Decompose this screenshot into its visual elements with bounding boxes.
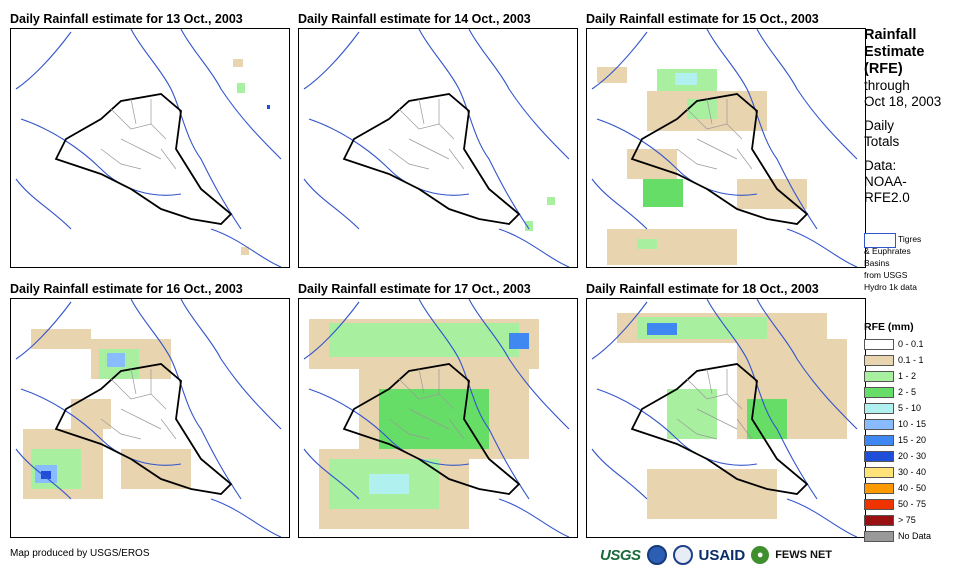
- map-frame: [586, 28, 866, 268]
- fews-logo: FEWS NET: [775, 549, 833, 561]
- legend-item: 0 - 0.1: [864, 336, 967, 352]
- panel-title: Daily Rainfall estimate for 15 Oct., 200…: [586, 12, 819, 26]
- panel-title: Daily Rainfall estimate for 17 Oct., 200…: [298, 282, 531, 296]
- legend-label: 15 - 20: [898, 435, 927, 445]
- legend-label: > 75: [898, 515, 916, 525]
- panel-title: Daily Rainfall estimate for 18 Oct., 200…: [586, 282, 819, 296]
- legend-swatch: [864, 386, 894, 398]
- legend-label: 30 - 40: [898, 467, 927, 477]
- legend-item: 5 - 10: [864, 400, 967, 416]
- data-line: NOAA-: [864, 174, 907, 189]
- usaid-logo: USAID: [698, 546, 746, 564]
- map-frame: [10, 298, 290, 538]
- legend-label: No Data: [898, 531, 932, 541]
- legend-label: 2 - 5: [898, 387, 917, 397]
- legend-label: 40 - 50: [898, 483, 927, 493]
- legend-swatch: [864, 530, 894, 542]
- legend-item: 50 - 75: [864, 496, 967, 512]
- legend-item: No Data: [864, 528, 967, 544]
- panel-title: Daily Rainfall estimate for 13 Oct., 200…: [10, 12, 243, 26]
- legend-swatch: [864, 498, 894, 510]
- logo-strip: USGS USAID ● FEWS NET: [600, 541, 832, 569]
- legend-item: 2 - 5: [864, 384, 967, 400]
- through-date: Oct 18, 2003: [864, 94, 942, 109]
- legend-swatch: [864, 450, 894, 462]
- fews-globe-icon: ●: [751, 546, 770, 564]
- legend-swatch: [864, 466, 894, 478]
- legend-item: 0.1 - 1: [864, 352, 967, 368]
- map-frame: [298, 298, 578, 538]
- basin-swatch: [864, 233, 896, 248]
- rainfall-map: [15, 299, 282, 537]
- rainfall-map: [303, 299, 570, 537]
- title-line: (RFE): [864, 61, 903, 77]
- sidebar-info: Rainfall Estimate (RFE) through Oct 18, …: [864, 27, 967, 206]
- legend-label: 0.1 - 1: [898, 355, 924, 365]
- through-line: through: [864, 78, 910, 93]
- legend-swatch: [864, 514, 894, 526]
- legend-swatch: [864, 370, 894, 382]
- noaa-seal-icon: [646, 545, 667, 565]
- legend-swatch: [864, 338, 894, 350]
- rainfall-map: [591, 299, 858, 537]
- legend-item: 1 - 2: [864, 368, 967, 384]
- map-frame: [586, 298, 866, 538]
- map-frame: [298, 28, 578, 268]
- title-line: Estimate: [864, 44, 925, 60]
- data-line: RFE2.0: [864, 190, 910, 205]
- legend-swatch: [864, 418, 894, 430]
- legend-swatch: [864, 482, 894, 494]
- credit: Map produced by USGS/EROS: [10, 548, 150, 559]
- rainfall-map: [15, 29, 282, 267]
- legend-item: 40 - 50: [864, 480, 967, 496]
- legend-label: 5 - 10: [898, 403, 922, 413]
- legend-swatch: [864, 434, 894, 446]
- legend-item: 30 - 40: [864, 464, 967, 480]
- rfe-legend: RFE (mm) 0 - 0.1 0.1 - 1 1 - 2 2 - 5 5 - 10 1…: [864, 321, 967, 544]
- legend-label: 50 - 75: [898, 499, 927, 509]
- legend-label: 10 - 15: [898, 419, 927, 429]
- legend-label: 0 - 0.1: [898, 339, 924, 349]
- rainfall-map: [591, 29, 858, 267]
- panel-title: Daily Rainfall estimate for 14 Oct., 200…: [298, 12, 531, 26]
- legend-item: 10 - 15: [864, 416, 967, 432]
- legend-item: > 75: [864, 512, 967, 528]
- title-line: Rainfall: [864, 27, 917, 43]
- daily-line: Daily: [864, 118, 895, 133]
- doi-seal-icon: [672, 545, 693, 565]
- map-frame: [10, 28, 290, 268]
- basin-key: Tigres & Euphrates Basins from USGS Hydr…: [864, 233, 967, 295]
- daily-line: Totals: [864, 134, 900, 149]
- rainfall-map: [303, 29, 570, 267]
- data-line: Data:: [864, 158, 897, 173]
- panel-title: Daily Rainfall estimate for 16 Oct., 200…: [10, 282, 243, 296]
- legend-swatch: [864, 402, 894, 414]
- legend-label: 1 - 2: [898, 371, 917, 381]
- legend-title: RFE (mm): [864, 321, 914, 333]
- legend-swatch: [864, 354, 894, 366]
- basin-text: Tigres & Euphrates Basins from USGS Hydr…: [864, 234, 922, 292]
- legend-label: 20 - 30: [898, 451, 927, 461]
- usgs-logo: USGS: [600, 546, 641, 564]
- legend-item: 20 - 30: [864, 448, 967, 464]
- legend-item: 15 - 20: [864, 432, 967, 448]
